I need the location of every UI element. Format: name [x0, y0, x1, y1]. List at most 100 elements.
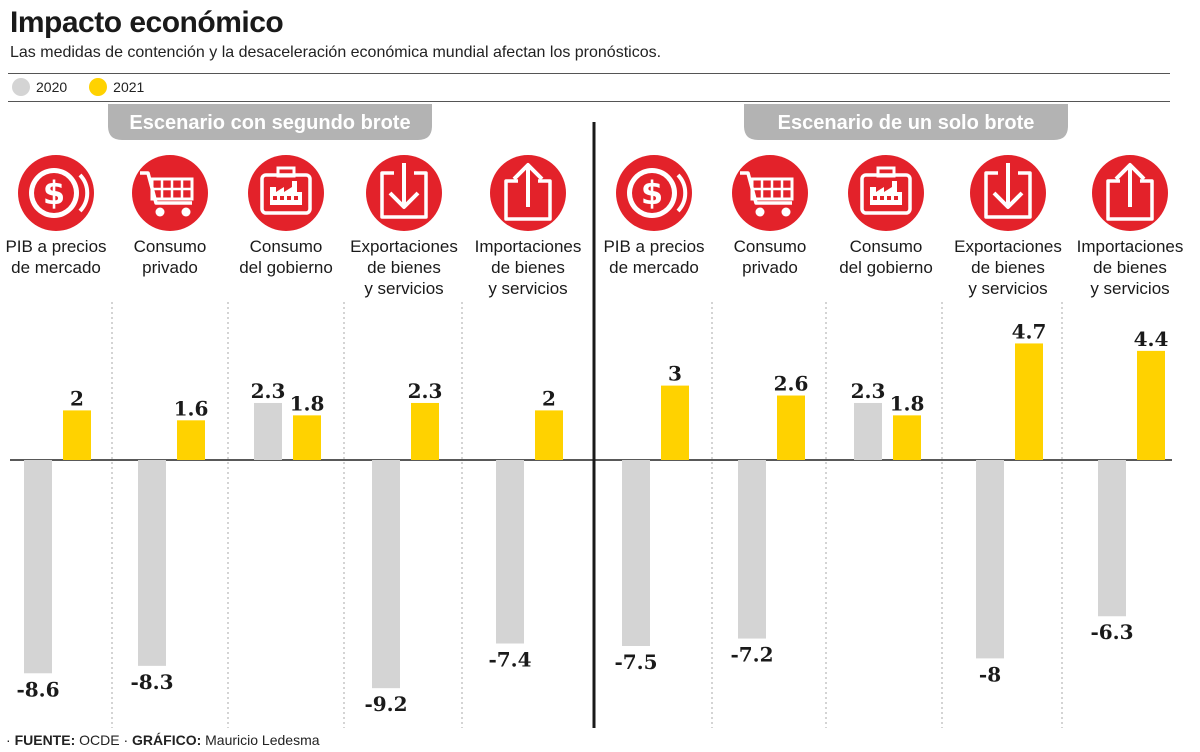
legend: 2020 2021 [12, 77, 166, 97]
bar-2020 [976, 460, 1004, 659]
category-label: de mercado [11, 258, 101, 277]
category-1: $ PIB a precios de mercado -7.5 3 [603, 155, 705, 674]
dollar-icon: $ [18, 155, 94, 231]
bar-2021 [1137, 350, 1165, 460]
legend-item-2021: 2021 [89, 78, 144, 96]
data-label-2020: -7.4 [488, 648, 531, 672]
shopping-cart-icon [132, 155, 208, 231]
data-label-2020: -8.3 [130, 670, 173, 694]
category-2: Consumo privado -7.2 2.6 [730, 155, 808, 667]
coin-inner [34, 173, 74, 213]
category-label: y servicios [364, 279, 443, 298]
cart-wheel [781, 207, 791, 217]
bar-2020 [854, 402, 882, 460]
category-label: PIB a precios [603, 237, 704, 256]
box-outline [984, 171, 1032, 219]
data-label-2021: 1.6 [174, 396, 209, 420]
category-2: Consumo privado -8.3 1.6 [130, 155, 208, 694]
source-label: FUENTE: [14, 732, 76, 748]
box-outline [380, 171, 428, 219]
scenario-title: Escenario de un solo brote [778, 112, 1035, 134]
category-label: del gobierno [239, 258, 333, 277]
bar-2020 [496, 460, 524, 644]
factory-window [280, 196, 284, 200]
category-label: Consumo [134, 237, 207, 256]
factory-icon [848, 155, 924, 231]
bar-2020 [622, 460, 650, 646]
import-arrow-icon [490, 155, 566, 231]
box-outline [1106, 179, 1154, 221]
data-label-2021: 4.4 [1134, 327, 1169, 351]
category-label: Importaciones [1077, 237, 1184, 256]
dollar-icon: $ [616, 155, 692, 231]
bar-2021 [893, 415, 921, 460]
category-label: y servicios [1090, 279, 1169, 298]
box-outline [504, 179, 552, 221]
arrow-head [992, 191, 1024, 209]
data-label-2021: 2.6 [774, 372, 809, 396]
factory-window [287, 196, 291, 200]
legend-label-2021: 2021 [113, 79, 145, 95]
data-label-2021: 2 [70, 386, 84, 410]
factory-window [294, 196, 298, 200]
category-4: Exportaciones de bienes y servicios -8 4.7 [954, 155, 1062, 686]
factory-window [887, 196, 891, 200]
category-label: y servicios [968, 279, 1047, 298]
category-label: Exportaciones [954, 237, 1062, 256]
category-label: del gobierno [839, 258, 933, 277]
category-1: $ PIB a precios de mercado -8.6 2 [5, 155, 107, 701]
bar-2021 [535, 410, 563, 460]
bar-2021 [63, 410, 91, 460]
factory-window [273, 196, 277, 200]
data-label-2021: 2 [542, 386, 556, 410]
legend-label-2020: 2020 [36, 79, 68, 95]
bar-2020 [254, 402, 282, 460]
factory-window [894, 196, 898, 200]
data-label-2020: -6.3 [1090, 620, 1133, 644]
scenario-header-pill [108, 104, 432, 140]
factory-window [873, 196, 877, 200]
legend-item-2020: 2020 [12, 78, 67, 96]
data-label-2020: 2.3 [251, 379, 286, 403]
bar-2020 [1098, 460, 1126, 617]
page-subtitle: Las medidas de contención y la desaceler… [10, 44, 662, 61]
data-label-2021: 3 [668, 362, 682, 386]
shopping-cart-icon [732, 155, 808, 231]
coin-edge [78, 173, 90, 213]
panel-1: Escenario con segundo brote $ PIB a precio… [5, 104, 581, 728]
briefcase-handle [276, 166, 296, 178]
data-label-2021: 1.8 [890, 391, 925, 415]
category-label: Consumo [734, 237, 807, 256]
cart-wheel [181, 207, 191, 217]
bar-2021 [293, 415, 321, 460]
export-arrow-icon [366, 155, 442, 231]
data-label-2020: -9.2 [364, 692, 407, 716]
briefcase-handle [876, 166, 896, 178]
bar-2021 [1015, 343, 1043, 460]
category-label: de mercado [609, 258, 699, 277]
legend-swatch-2021 [89, 78, 108, 96]
category-label: privado [142, 258, 198, 277]
category-4: Exportaciones de bienes y servicios -9.2 2.3 [350, 155, 458, 716]
category-3: Consumo del gobierno 2.31.8 [839, 155, 933, 460]
category-label: de bienes [1093, 258, 1167, 277]
category-3: Consumo del gobierno 2.31.8 [239, 155, 333, 460]
data-label-2020: -8 [979, 662, 1001, 686]
category-5: Importaciones de bienes y servicios -7.4 2 [475, 155, 581, 672]
cart-wheel [155, 207, 165, 217]
data-label-2020: -7.2 [730, 643, 773, 667]
category-label: Consumo [250, 237, 323, 256]
coin-edge [676, 173, 688, 213]
icon-circle [732, 155, 808, 231]
graphic-label: GRÁFICO: [132, 732, 202, 748]
category-label: de bienes [491, 258, 565, 277]
bar-2020 [738, 460, 766, 639]
import-arrow-icon [1092, 155, 1168, 231]
coin-inner [632, 173, 672, 213]
dollar-sign: $ [43, 174, 65, 212]
bar-2021 [777, 395, 805, 460]
source-value: OCDE [79, 732, 120, 748]
data-label-2020: -8.6 [16, 677, 59, 701]
arrow-head [388, 191, 420, 209]
credit-separator: · [123, 732, 129, 748]
